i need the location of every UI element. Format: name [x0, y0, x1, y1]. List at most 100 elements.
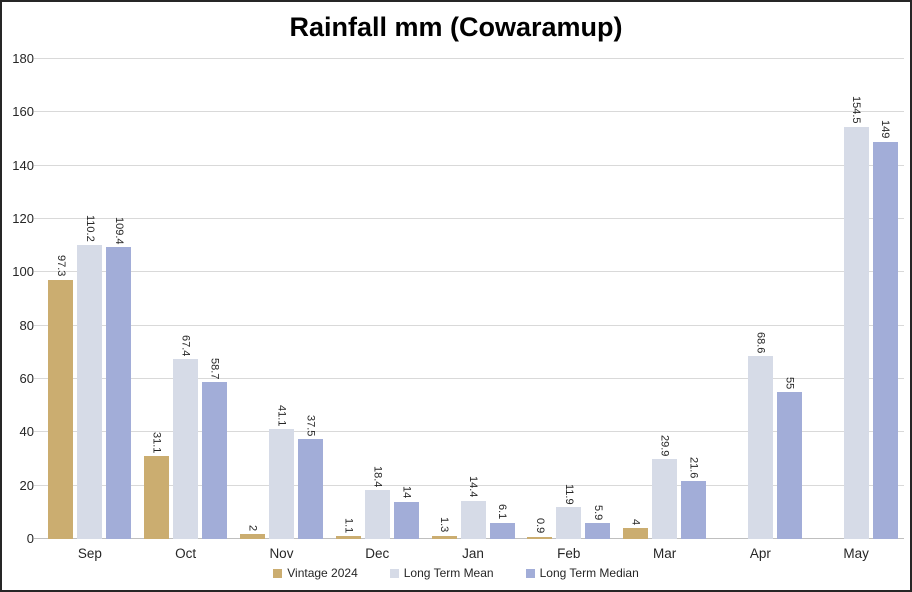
x-axis-labels: Sep Oct Nov Dec Jan Feb Mar Apr May: [42, 539, 904, 561]
bar: 110.2: [77, 215, 103, 539]
data-label: 37.5: [304, 414, 317, 436]
x-axis-label: Jan: [462, 546, 484, 561]
bar: 6.1: [489, 504, 515, 539]
x-axis-label: May: [843, 546, 869, 561]
legend-label: Vintage 2024: [287, 566, 358, 580]
legend-item-vintage-2024: Vintage 2024: [273, 566, 358, 580]
y-axis-label: 140: [12, 157, 34, 173]
data-label: 0.9: [533, 518, 546, 534]
gridline: [34, 271, 904, 273]
data-label: 29.9: [658, 434, 671, 457]
x-axis-label: Mar: [652, 546, 677, 561]
legend-label: Long Term Median: [539, 566, 639, 580]
y-axis-label: 160: [12, 104, 34, 120]
bar: 14.4: [460, 476, 486, 539]
bar-group-sep: 97.3 110.2 109.4: [42, 59, 138, 539]
data-label: 2: [246, 524, 259, 531]
bar: 154.5: [843, 96, 869, 539]
bar: 18.4: [364, 466, 390, 539]
bar: 1.3: [431, 517, 457, 539]
bar-group-may: 154.5 149: [808, 59, 904, 539]
data-label: 41.1: [275, 404, 288, 427]
y-axis-label: 40: [19, 424, 34, 440]
bar: 29.9: [652, 435, 678, 539]
bar-group-nov: 2 41.1 37.5: [234, 59, 330, 539]
bar: 11.9: [556, 484, 582, 539]
chart-title: Rainfall mm (Cowaramup): [289, 12, 623, 42]
x-axis-label: Sep: [77, 546, 102, 561]
legend-swatch-icon: [525, 568, 535, 578]
gridline: [34, 378, 904, 379]
data-label: 31.1: [150, 431, 163, 454]
data-label: 110.2: [83, 215, 96, 243]
y-axis-label: 60: [19, 371, 34, 386]
bar-group-dec: 1.1 18.4 14: [329, 59, 425, 539]
plot-area: 0 20 40 60 80 100 120 140 160 180 97.3 110.2 109.4 3…: [12, 52, 904, 545]
data-label: 14: [400, 486, 413, 499]
y-axis-label: 80: [19, 317, 34, 333]
gridline: [34, 111, 904, 113]
bar: 97.3: [48, 255, 74, 539]
data-label: 1.1: [342, 517, 355, 534]
data-label: 5.9: [591, 504, 604, 521]
bar-group-mar: 4 29.9 21.6: [617, 59, 713, 539]
bar: 58.7: [202, 358, 228, 539]
bar: 1.1: [335, 518, 361, 539]
data-label: 58.7: [208, 358, 221, 380]
x-axis-label: Nov: [269, 546, 294, 561]
data-label: 109.4: [112, 216, 125, 245]
x-axis-label: Oct: [175, 546, 197, 561]
bar-groups: 97.3 110.2 109.4 31.1 67.4 58.7 2 41.1 37.5 1.1 18…: [42, 59, 904, 539]
data-label: 97.3: [54, 255, 67, 277]
legend-swatch-icon: [273, 568, 283, 578]
data-label: 21.6: [687, 456, 700, 479]
data-label: 149: [879, 120, 892, 139]
bar-group-jan: 1.3 14.4 6.1: [425, 59, 521, 539]
gridline: [34, 58, 904, 59]
bar: 67.4: [173, 335, 199, 539]
gridline: [34, 164, 904, 166]
bar: 5.9: [585, 505, 611, 539]
x-axis-label: Feb: [557, 546, 581, 561]
y-axis-label: 0: [26, 531, 34, 546]
bar: 2: [239, 525, 265, 539]
bar: 149: [872, 120, 898, 539]
data-label: 1.3: [438, 517, 451, 533]
bar-group-oct: 31.1 67.4 58.7: [138, 59, 234, 539]
data-label: 68.6: [754, 331, 767, 354]
bar-group-feb: 0.9 11.9 5.9: [521, 59, 617, 539]
data-label: 55: [783, 377, 796, 390]
data-label: 18.4: [371, 465, 384, 487]
gridline: [34, 484, 904, 486]
data-label: 4: [629, 519, 642, 526]
legend-item-long-term-median: Long Term Median: [525, 566, 639, 580]
data-label: 14.4: [467, 476, 480, 498]
bar: 21.6: [681, 457, 707, 539]
bar: 37.5: [297, 415, 323, 539]
x-axis-label: Dec: [365, 546, 390, 561]
y-axis-label: 120: [12, 211, 34, 226]
bar: 109.4: [106, 217, 132, 539]
bar: 4: [623, 519, 649, 539]
data-label: 67.4: [179, 334, 192, 357]
data-label: 6.1: [496, 504, 509, 520]
y-axis-label: 20: [19, 477, 34, 493]
legend-label: Long Term Mean: [403, 566, 494, 580]
bar-group-apr: 68.6 55: [712, 59, 808, 539]
y-axis-label: 180: [12, 51, 34, 66]
legend-swatch-icon: [389, 568, 399, 578]
bar: 31.1: [144, 432, 170, 539]
legend: Vintage 2024 Long Term Mean Long Term Medi…: [2, 566, 910, 580]
legend-item-long-term-mean: Long Term Mean: [389, 566, 494, 580]
gridline: [34, 324, 904, 326]
y-axis-label: 100: [12, 264, 34, 280]
data-label: 11.9: [562, 483, 575, 505]
bar: 55: [776, 377, 802, 539]
bar: 41.1: [268, 405, 294, 539]
bar: 14: [393, 486, 419, 539]
x-axis-label: Apr: [749, 546, 771, 561]
bar: 0.9: [527, 518, 553, 539]
gridline: [34, 431, 904, 433]
gridline: [34, 218, 904, 219]
